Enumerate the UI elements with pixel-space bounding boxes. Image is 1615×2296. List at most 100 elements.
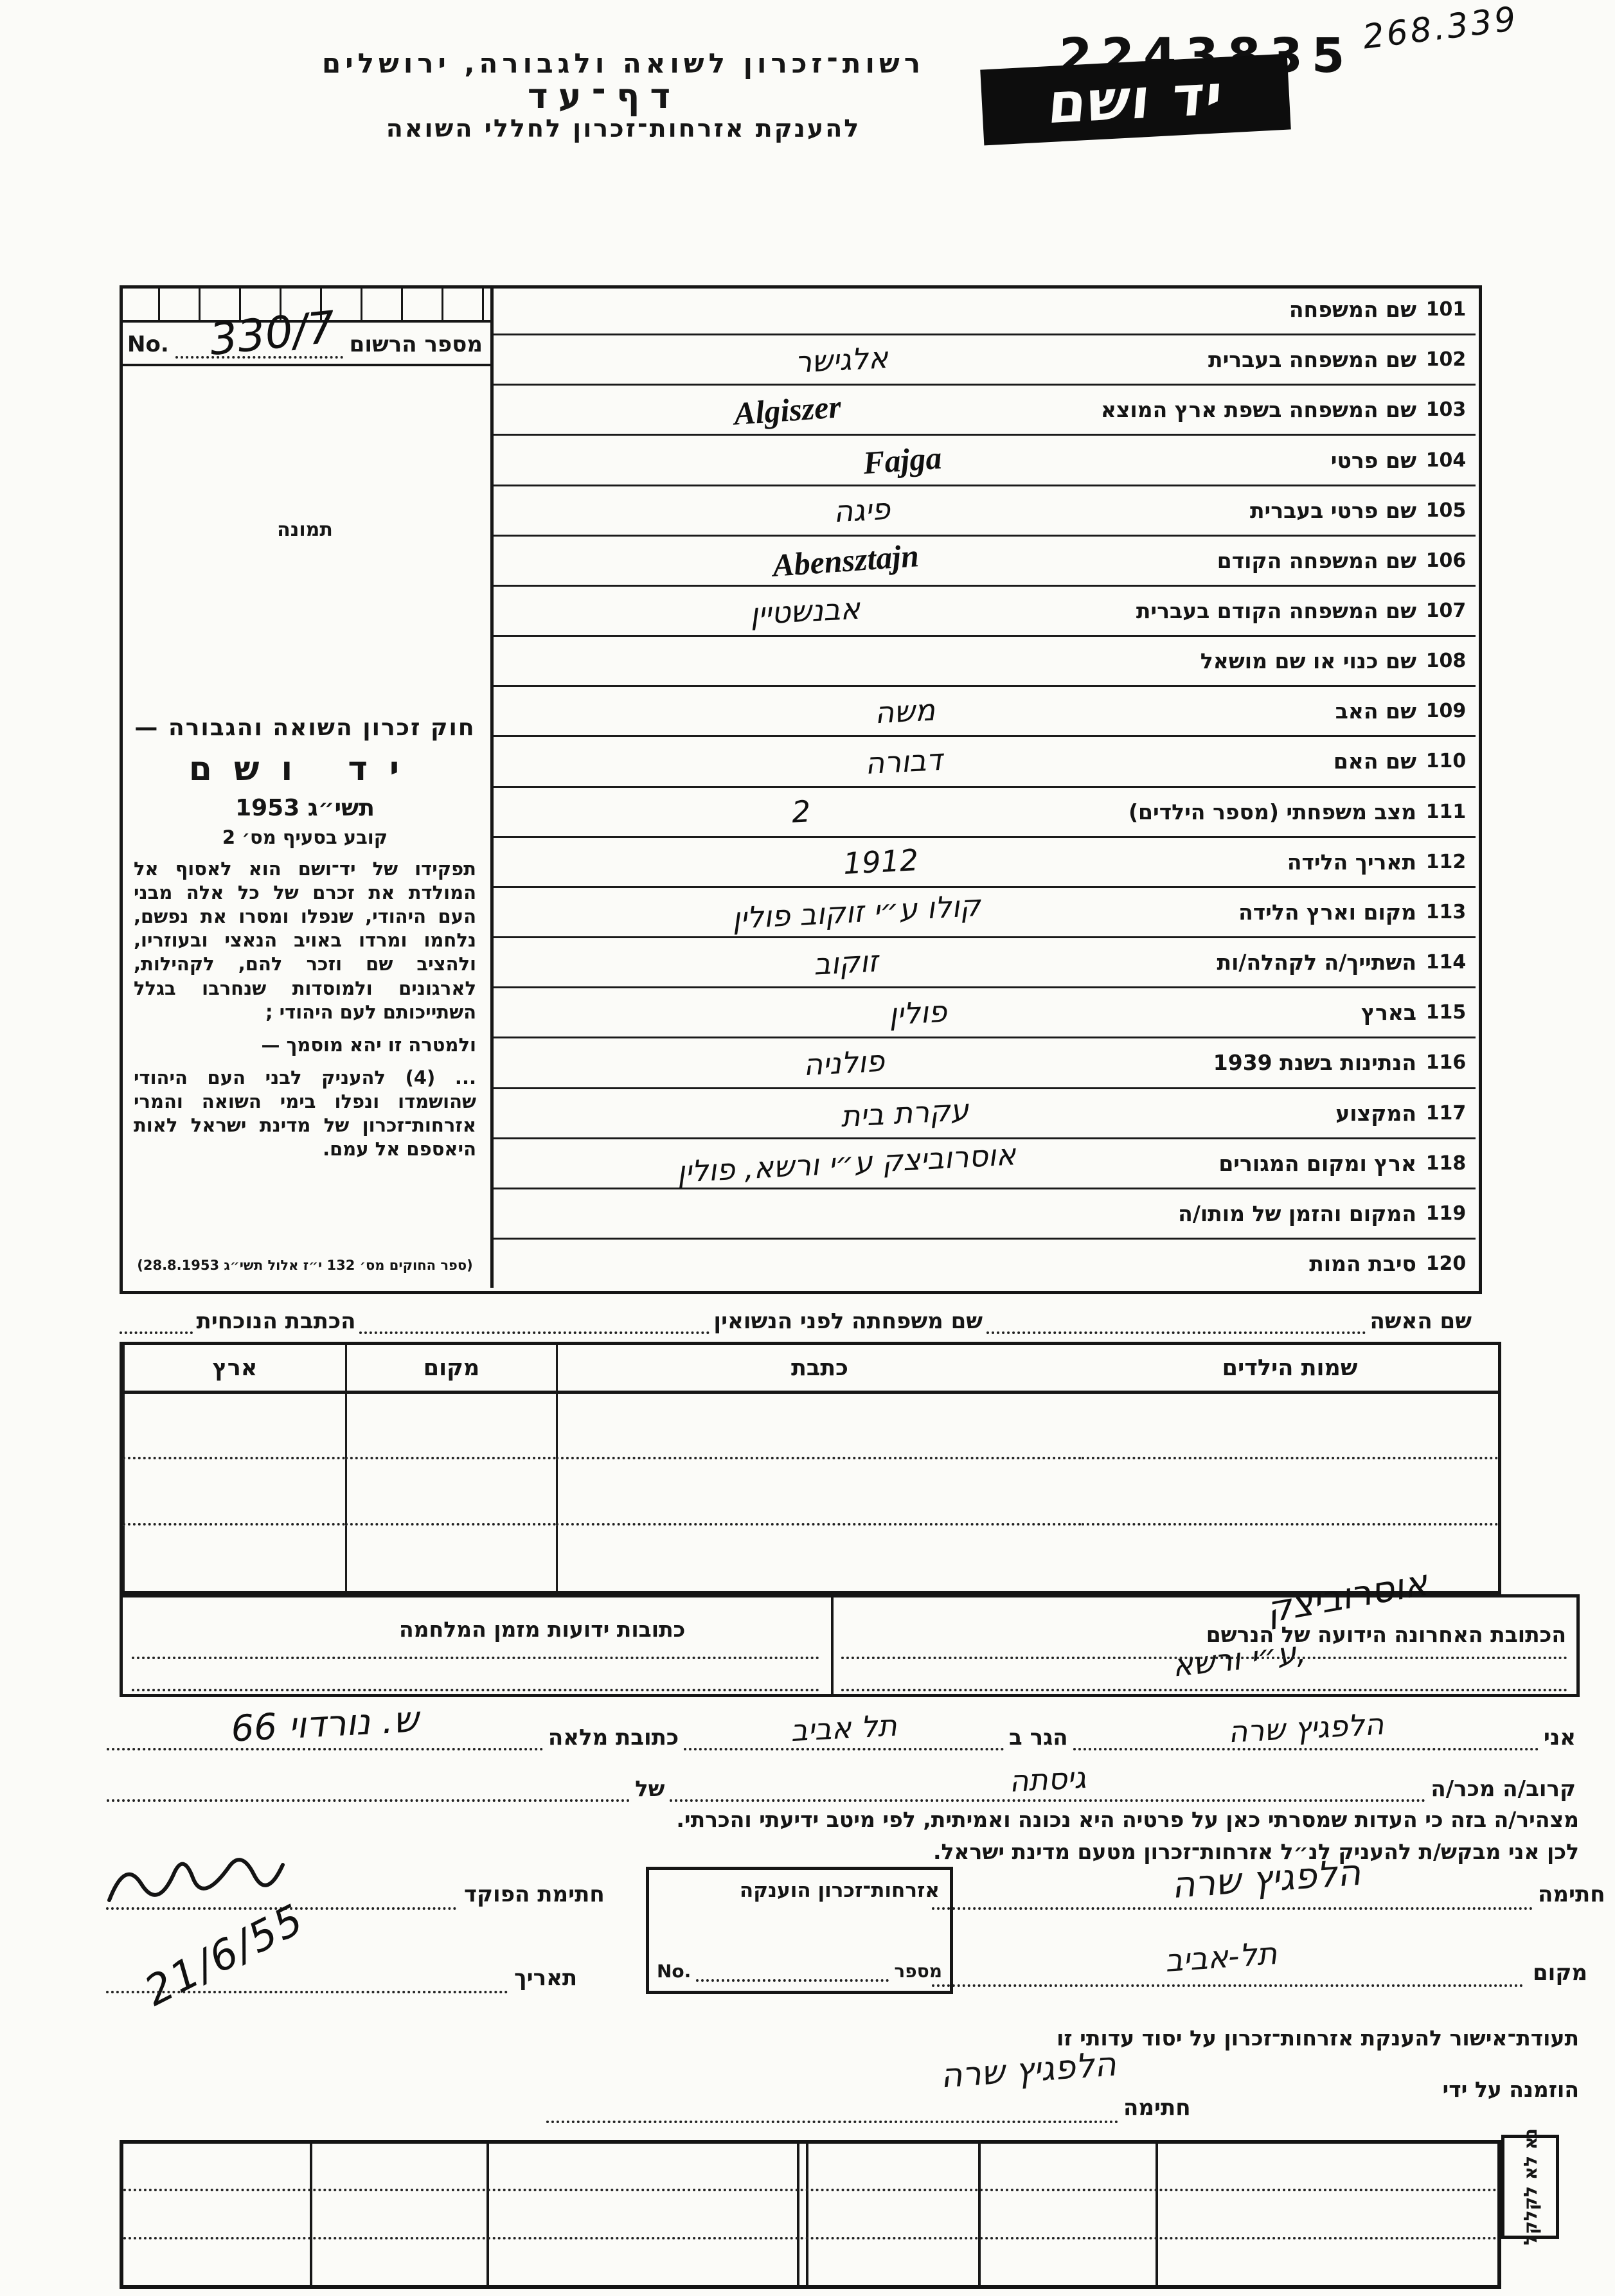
field-value — [494, 655, 1181, 667]
place-dotted-line — [932, 1984, 1523, 1987]
field-number: 104 — [1425, 449, 1467, 472]
field-label: ארץ ומקום המגורים — [1218, 1150, 1416, 1176]
bottom-table-dotted-row — [123, 2189, 1497, 2191]
field-handwriting: פולין — [888, 993, 948, 1032]
certificate-signature-dotted — [546, 2121, 1118, 2123]
field-handwriting: דבורה — [864, 742, 943, 781]
field-row-112: 112 תאריך הלידה 1912 — [494, 838, 1476, 888]
field-number: 115 — [1425, 1001, 1467, 1024]
field-row-117: 117 המקצוע עקרת בית — [494, 1089, 1476, 1139]
field-row-114: 114 השתייך/ה לקהלה/ות זוקוב — [494, 938, 1476, 989]
field-handwriting: פולניה — [802, 1043, 886, 1083]
header-organization-line: רשות־זכרון לשואה ולגבורה, ירושלים — [321, 48, 925, 79]
address-section: הכתובת האחרונה הידועה של הנרשם אוסרוביצק… — [120, 1562, 1580, 1697]
field-value: פיגה — [494, 491, 1231, 530]
side-note-box: נא לא לקלקל — [1501, 2128, 1559, 2245]
law-text-box: חוק זכרון השואה והגבורה — יד ושם תשי״ג 1… — [120, 690, 490, 1285]
wartime-addresses-label: כתובות ידועות מזמן המלחמה — [399, 1617, 686, 1642]
children-header-names: שמות הילדים — [1082, 1345, 1498, 1394]
wife-dotted-2 — [359, 1328, 710, 1334]
bottom-table-divider — [1155, 2144, 1158, 2285]
wife-row: שם האשה שם משפחתה לפני הנשואין הכתבת הנו… — [120, 1289, 1476, 1342]
relation-line: גיסתה — [670, 1760, 1426, 1802]
field-number: 111 — [1425, 800, 1467, 823]
children-cell — [556, 1459, 1082, 1526]
field-label: סיבת המות — [1309, 1251, 1416, 1277]
children-cell — [345, 1459, 556, 1526]
number-grid-strip — [120, 285, 490, 323]
law-paragraph-1: תפקידו של יד־ושם הוא לאסוף אל המולדת את … — [134, 858, 476, 1023]
field-label: שם האם — [1333, 749, 1416, 774]
field-handwriting: אלגישר — [794, 339, 889, 380]
page-title: דף־עד — [527, 76, 681, 116]
field-value: עקרת בית — [494, 1092, 1316, 1134]
field-label: שם האב — [1335, 699, 1416, 724]
field-value: פולניה — [494, 1043, 1194, 1083]
field-value: אבנשטיין — [494, 591, 1117, 631]
law-footnote: (ספר החוקים מס׳ 132 י״ז אלול תשי״ג 28.8.… — [137, 1258, 473, 1273]
archival-number-handwritten: 268.339 — [1361, 0, 1521, 57]
field-number: 109 — [1425, 700, 1467, 723]
date-dotted-line — [106, 1991, 508, 1993]
field-number: 116 — [1425, 1051, 1467, 1074]
field-value: Fajga — [494, 440, 1312, 481]
field-value: זוקוב — [494, 943, 1198, 981]
field-value: אלגישר — [494, 339, 1189, 380]
field-label: שם המשפחה — [1289, 297, 1416, 323]
field-label: מצב משפחתי (מספר הילדים) — [1128, 799, 1416, 824]
field-number: 120 — [1425, 1252, 1467, 1276]
bottom-table-divider — [806, 2144, 808, 2285]
of-label: של — [635, 1776, 665, 1802]
field-value: דבורה — [494, 742, 1314, 781]
last-address-handwriting-2: ע״י ורשא, — [1171, 1634, 1308, 1684]
field-handwriting: 1912 — [842, 842, 920, 882]
field-label: המקום והזמן של מותו/ה — [1178, 1200, 1416, 1226]
relation-handwriting: גיסתה — [1008, 1759, 1087, 1799]
children-cell — [123, 1459, 345, 1526]
field-number: 119 — [1425, 1202, 1467, 1225]
field-label: שם פרטי בעברית — [1249, 497, 1416, 523]
bottom-table-divider — [310, 2144, 312, 2285]
field-label: שם המשפחה בעברית — [1208, 347, 1416, 373]
witness-address-handwriting: ש. נורדוי 66 — [229, 1698, 420, 1750]
field-row-118: 118 ארץ ומקום המגורים אוסרוביצק ע״י ורשא, … — [494, 1137, 1476, 1190]
wife-address-label: הכתבת הנוכחית — [196, 1308, 356, 1334]
field-number: 118 — [1425, 1152, 1467, 1175]
last-address-label: הכתובת האחרונה הידועה של הנרשם — [1206, 1622, 1566, 1647]
law-year: תשי״ג 1953 — [235, 795, 375, 821]
yad-vashem-logo: יד ושם — [980, 53, 1291, 146]
field-label: הנתינות בשנת 1939 — [1213, 1050, 1416, 1076]
bottom-table — [120, 2140, 1501, 2289]
field-label: תאריך הלידה — [1287, 849, 1416, 875]
wartime-dotted-2 — [132, 1689, 819, 1691]
field-handwriting: פיגה — [833, 491, 891, 530]
field-number: 110 — [1425, 750, 1467, 773]
field-handwriting: 2 — [790, 794, 812, 830]
field-number: 108 — [1425, 650, 1467, 673]
ordered-by-label: הוזמנה על ידי — [1442, 2077, 1579, 2102]
date-label: תאריך — [514, 1965, 578, 1991]
side-note-text: נא לא לקלקל — [1519, 2128, 1541, 2245]
field-label: בארץ — [1361, 1000, 1416, 1026]
address-divider — [831, 1597, 834, 1694]
children-cell — [1082, 1394, 1498, 1460]
residing-label: הגר ב — [1009, 1725, 1068, 1750]
law-heading: חוק זכרון השואה והגבורה — — [134, 715, 476, 741]
children-cell — [123, 1394, 345, 1460]
children-cell — [556, 1525, 1082, 1591]
children-header-country: ארץ — [123, 1345, 345, 1394]
photo-label: תמונה — [277, 518, 333, 541]
bottom-table-divider — [978, 2144, 981, 2285]
granted-box-number-row: מספר No. — [657, 1961, 942, 1982]
field-value: פולין — [494, 993, 1342, 1032]
last-address-dotted-2 — [841, 1689, 1567, 1691]
law-paragraph-2: ולמטרה זו יהא מוסמך — — [261, 1033, 476, 1056]
field-value: קולו ע״י זוקוב פולין — [494, 888, 1219, 936]
header-subtitle: להענקת אזרחות־זכרון לחללי השואה — [386, 114, 861, 143]
last-address-dotted-1 — [841, 1657, 1567, 1659]
field-handwriting: אוסרוביצק ע״י ורשא, פולין — [676, 1137, 1017, 1190]
field-label: שם המשפחה בשפת ארץ המוצא — [1100, 397, 1416, 423]
left-column: מספר הרשום No. 330/7 תמונה חוק זכרון השו… — [120, 285, 494, 1288]
registry-no-abbrev: No. — [127, 332, 169, 357]
